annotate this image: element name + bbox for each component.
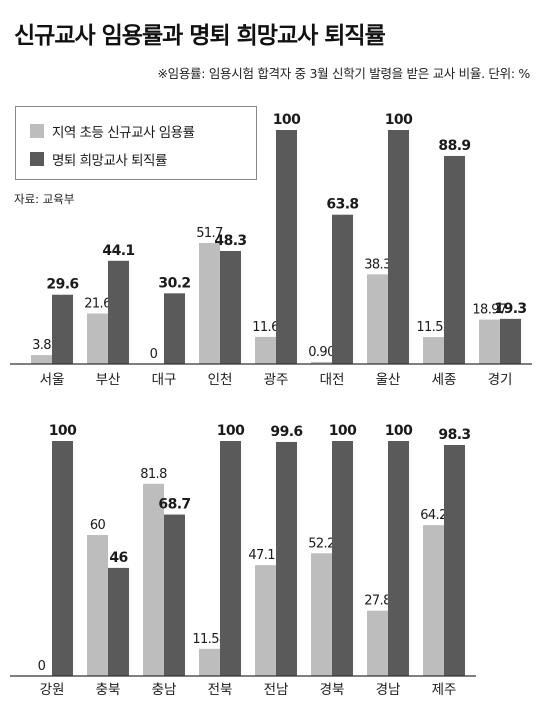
legend-label-series1: 지역 초등 신규교사 임용률 <box>52 125 195 141</box>
bar-hiring-0-1 <box>87 313 108 364</box>
data-label-hiring-0-7: 11.52 <box>416 320 450 335</box>
legend: 지역 초등 신규교사 임용률 명퇴 희망교사 퇴직률 <box>15 106 257 180</box>
bar-retire-1-7 <box>444 444 465 676</box>
bar-hiring-0-4 <box>255 336 276 364</box>
category-label-0-7: 세종 <box>432 372 457 388</box>
bar-hiring-1-4 <box>255 565 276 676</box>
data-label-hiring-1-2: 81.8 <box>140 467 167 482</box>
bar-retire-0-1 <box>108 260 129 364</box>
bar-retire-0-4 <box>276 130 297 364</box>
data-label-hiring-0-5: 0.90 <box>308 345 335 360</box>
data-label-retire-0-0: 29.6 <box>46 277 78 293</box>
bar-retire-0-5 <box>332 214 353 364</box>
bar-retire-1-3 <box>220 441 241 676</box>
chart-title: 신규교사 임용률과 명퇴 희망교사 퇴직률 <box>14 23 386 49</box>
data-label-retire-0-6: 100 <box>385 112 413 128</box>
bar-hiring-1-6 <box>367 610 388 676</box>
data-label-retire-1-4: 99.6 <box>270 424 302 440</box>
category-label-1-2: 충남 <box>152 682 177 698</box>
data-label-retire-0-5: 63.8 <box>326 197 358 213</box>
bar-hiring-1-7 <box>423 525 444 676</box>
bar-retire-0-7 <box>444 155 465 364</box>
category-label-0-5: 대전 <box>320 372 345 388</box>
category-label-0-0: 서울 <box>40 372 65 388</box>
category-label-0-3: 인천 <box>208 372 233 388</box>
category-label-1-3: 전북 <box>208 682 233 698</box>
data-label-hiring-1-1: 60 <box>90 518 106 533</box>
data-label-hiring-0-0: 3.8 <box>32 338 51 353</box>
data-label-hiring-0-6: 38.3 <box>364 257 391 272</box>
category-label-1-4: 전남 <box>264 682 289 698</box>
data-label-retire-1-3: 100 <box>217 423 245 439</box>
category-label-1-5: 경북 <box>320 682 345 698</box>
bar-hiring-1-2 <box>143 483 164 676</box>
category-label-1-7: 제주 <box>432 682 457 698</box>
bar-retire-1-5 <box>332 441 353 676</box>
legend-swatch-series2 <box>30 152 44 166</box>
data-label-retire-1-7: 98.3 <box>438 427 470 443</box>
bar-hiring-0-6 <box>367 274 388 364</box>
bar-hiring-1-3 <box>199 648 220 676</box>
data-label-retire-1-2: 68.7 <box>158 497 190 513</box>
bar-retire-1-4 <box>276 441 297 676</box>
data-label-hiring-1-7: 64.2 <box>420 508 447 523</box>
data-label-retire-0-8: 19.3 <box>494 301 526 317</box>
bar-retire-1-2 <box>164 514 185 676</box>
data-label-hiring-0-8: 18.97 <box>472 303 507 318</box>
category-label-1-6: 경남 <box>376 682 401 698</box>
category-label-0-4: 광주 <box>264 372 289 388</box>
data-label-retire-1-1: 46 <box>109 550 127 566</box>
bar-hiring-1-1 <box>87 535 108 676</box>
source-note: 자료: 교육부 <box>14 192 75 206</box>
data-label-retire-0-7: 88.9 <box>438 138 470 154</box>
data-label-retire-0-3: 48.3 <box>214 233 246 249</box>
data-label-retire-0-2: 30.2 <box>158 275 190 291</box>
data-label-retire-0-1: 44.1 <box>102 243 134 259</box>
category-label-0-1: 부산 <box>96 372 121 388</box>
bar-retire-0-2 <box>164 293 185 364</box>
data-label-hiring-1-3: 11.58 <box>192 632 227 647</box>
bar-retire-0-6 <box>388 130 409 364</box>
bar-retire-0-0 <box>52 294 73 364</box>
data-label-retire-1-0: 100 <box>49 423 77 439</box>
data-label-hiring-1-4: 47.17 <box>248 548 283 563</box>
category-label-0-8: 경기 <box>488 372 513 388</box>
bar-hiring-1-5 <box>311 553 332 676</box>
data-label-retire-0-4: 100 <box>273 112 301 128</box>
data-label-hiring-1-6: 27.8 <box>364 594 391 609</box>
category-label-1-1: 충북 <box>96 682 121 698</box>
category-label-1-0: 강원 <box>40 682 65 698</box>
bar-retire-1-1 <box>108 567 129 676</box>
category-label-0-2: 대구 <box>152 372 177 388</box>
legend-label-series2: 명퇴 희망교사 퇴직률 <box>52 153 167 169</box>
bar-hiring-0-7 <box>423 337 444 364</box>
data-label-retire-1-5: 100 <box>329 423 357 439</box>
legend-item-series1: 지역 초등 신규교사 임용률 <box>30 121 195 141</box>
bar-retire-1-0 <box>52 441 73 676</box>
data-label-hiring-1-5: 52.2 <box>308 536 335 551</box>
data-label-hiring-1-0: 0 <box>38 659 46 674</box>
bar-retire-0-8 <box>500 318 521 364</box>
legend-item-series2: 명퇴 희망교사 퇴직률 <box>30 149 167 169</box>
bar-hiring-0-3 <box>199 243 220 364</box>
bar-hiring-0-0 <box>31 355 52 364</box>
category-label-0-6: 울산 <box>376 372 401 388</box>
data-label-retire-1-6: 100 <box>385 423 413 439</box>
bar-hiring-0-5 <box>311 361 332 364</box>
data-label-hiring-0-4: 11.6 <box>252 320 279 335</box>
legend-swatch-series1 <box>30 124 44 138</box>
data-label-hiring-0-2: 0 <box>150 347 158 362</box>
bar-retire-0-3 <box>220 250 241 364</box>
bar-retire-1-6 <box>388 441 409 676</box>
unit-note: ※임용률: 임용시험 합격자 중 3월 신학기 발령을 받은 교사 비율. 단위… <box>157 66 530 81</box>
data-label-hiring-0-3: 51.7 <box>196 226 223 241</box>
bar-hiring-0-8 <box>479 319 500 364</box>
data-label-hiring-0-1: 21.6 <box>84 296 111 311</box>
